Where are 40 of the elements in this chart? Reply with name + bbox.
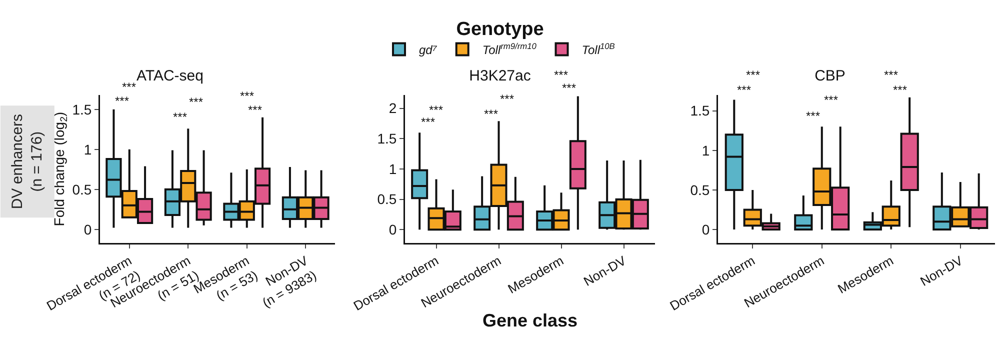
chart-title: H3K27ac (469, 67, 532, 84)
legend-title: Genotype (456, 18, 544, 40)
legend-label: Toll$^{rm9/rm10}$ (482, 40, 537, 57)
annotation: *** (115, 94, 130, 108)
annotation: *** (189, 95, 204, 109)
y-tick-label: 0.5 (72, 181, 92, 198)
y-tick-label: 1 (388, 160, 397, 177)
text: *** (884, 68, 898, 82)
legend-label: gd⁷ (419, 42, 438, 57)
chart-title: ATAC-seq (136, 67, 204, 84)
chart-title: CBP (814, 67, 846, 84)
annotation: *** (893, 83, 908, 97)
y-tick-label: 1.5 (690, 102, 710, 119)
text: *** (122, 80, 136, 94)
y-tick-label: 2 (388, 100, 397, 116)
annotation: *** (421, 115, 436, 129)
y-tick-label: 1.5 (377, 130, 397, 147)
annotation: *** (500, 92, 514, 106)
y-tick-label: 0 (84, 221, 92, 238)
annotation: *** (240, 89, 254, 103)
annotation: *** (484, 107, 498, 121)
annotation: *** (824, 93, 838, 107)
y-tick-label: 0 (702, 221, 710, 238)
annotation: *** (737, 83, 752, 97)
annotation: *** (806, 109, 820, 123)
annotation: *** (173, 110, 188, 124)
y-tick-label: 1 (702, 142, 710, 158)
y-tick-label: 1.5 (72, 101, 92, 118)
annotation: *** (562, 81, 576, 95)
text: DV enhancers (n = 176) (8, 114, 46, 210)
x-axis-title: Gene class (482, 310, 578, 331)
legend-label: Toll$^{10B}$ (582, 40, 616, 57)
text: *** (746, 68, 760, 82)
annotation: *** (248, 103, 262, 117)
annotation: *** (429, 103, 444, 117)
y-tick-label: 0 (388, 222, 397, 238)
y-tick-label: 0.5 (377, 191, 397, 208)
text: *** (554, 68, 568, 82)
y-tick-label: 1 (84, 141, 92, 158)
y-tick-label: 0.5 (690, 182, 710, 198)
